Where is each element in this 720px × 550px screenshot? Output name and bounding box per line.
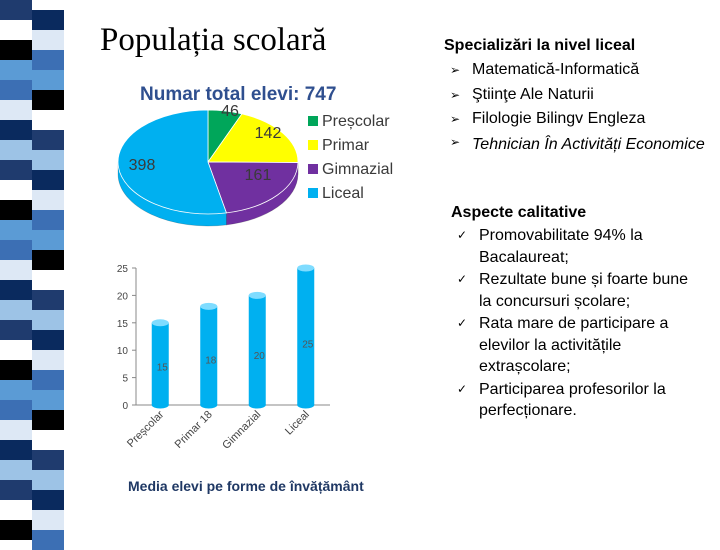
y-tick-label: 20	[117, 291, 129, 302]
x-category-label: Preșcolar	[125, 408, 167, 450]
aspecte-heading: Aspecte calitative	[451, 202, 691, 224]
pie-chart: Numar total elevi: 747 46 142 161 398 Preșc…	[108, 74, 408, 234]
bar-cap	[249, 292, 266, 299]
arrow-bullet-icon: ➢	[450, 107, 460, 132]
list-item: ✓Rezultate bune și foarte bune la concur…	[451, 269, 691, 312]
check-bullet-icon: ✓	[457, 313, 467, 335]
x-category-label: Gimnazial	[220, 409, 263, 452]
pie-value-label: 142	[255, 125, 282, 142]
pie-value-label: 161	[245, 167, 272, 184]
page-title: Populația scolară	[100, 22, 326, 59]
x-category-label: Primar 18	[173, 409, 215, 451]
bar-value-label: 25	[302, 339, 314, 350]
legend-entry: Gimnazial	[322, 161, 393, 178]
y-tick-label: 25	[117, 264, 129, 275]
legend-entry: Liceal	[322, 185, 364, 202]
list-item: ➢Filologie Bilingv Engleza	[444, 107, 705, 132]
check-bullet-icon: ✓	[457, 379, 467, 401]
decorative-stripe	[0, 0, 64, 540]
bar-cap	[152, 319, 169, 326]
pie-value-label: 398	[129, 157, 156, 174]
arrow-bullet-icon: ➢	[450, 132, 460, 153]
list-item: ➢Tehnician În Activități Economice	[444, 132, 705, 155]
arrow-bullet-icon: ➢	[450, 83, 460, 108]
y-tick-label: 0	[122, 401, 128, 412]
list-item: ➢Matematică-Informatică	[444, 58, 705, 83]
bar-base	[249, 402, 266, 409]
arrow-bullet-icon: ➢	[450, 58, 460, 83]
list-item: ✓Promovabilitate 94% la Bacalaureat;	[451, 225, 691, 268]
legend-swatch	[308, 140, 318, 150]
bar-value-label: 18	[205, 356, 217, 367]
bar-base	[152, 402, 169, 409]
list-item: ✓Rata mare de participare a elevilor la …	[451, 313, 691, 378]
check-bullet-icon: ✓	[457, 225, 467, 247]
specializari-section: Specializări la nivel liceal ➢Matematică…	[444, 34, 705, 155]
legend-swatch	[308, 116, 318, 126]
legend-swatch	[308, 164, 318, 174]
bar	[297, 268, 314, 405]
bar-base	[200, 402, 217, 409]
legend-entry: Preșcolar	[322, 113, 390, 130]
aspecte-section: Aspecte calitative ✓Promovabilitate 94% …	[451, 202, 691, 422]
pie-chart-title: Numar total elevi: 747	[140, 84, 336, 105]
bar-cap	[297, 265, 314, 272]
bar-cap	[200, 303, 217, 310]
bar-value-label: 20	[254, 351, 266, 362]
y-tick-label: 10	[117, 346, 129, 357]
list-item: ➢Ştiinţe Ale Naturii	[444, 83, 705, 108]
bar-value-label: 15	[157, 362, 169, 373]
bar-base	[297, 402, 314, 409]
legend-swatch	[308, 188, 318, 198]
check-bullet-icon: ✓	[457, 269, 467, 291]
x-category-label: Liceal	[283, 409, 312, 438]
y-tick-label: 5	[122, 374, 128, 385]
pie-value-label: 46	[221, 103, 239, 120]
specializari-heading: Specializări la nivel liceal	[444, 34, 705, 58]
bar-chart-title: Media elevi pe forme de învățământ	[128, 478, 364, 494]
legend-entry: Primar	[322, 137, 370, 154]
list-item: ✓Participarea profesorilor la perfecțion…	[451, 379, 691, 422]
y-tick-label: 15	[117, 319, 129, 330]
bar-chart: 0 5 10 15 20 25 15 Preșcolar 18 Primar 18 20 Gimna…	[108, 250, 408, 465]
